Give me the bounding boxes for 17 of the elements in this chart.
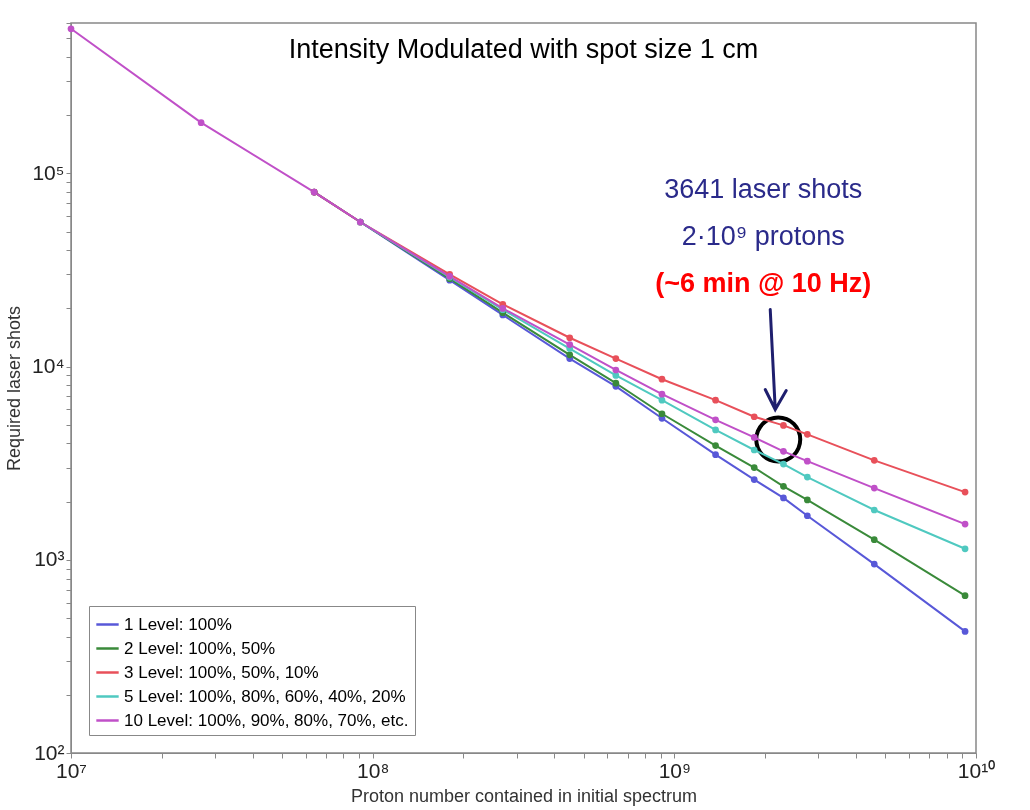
y-tick-label: 10⁴ (32, 354, 65, 378)
x-tick-label: 10⁸ (357, 758, 390, 782)
legend-label: 10 Level: 100%, 90%, 80%, 70%, etc. (124, 710, 409, 730)
x-axis-title: Proton number contained in initial spectrum (350, 785, 698, 806)
x-tick-label: 10¹⁰ (957, 758, 996, 782)
x-tick-label: 10⁹ (658, 758, 692, 782)
chart-title: Intensity Modulated with spot size 1 cm (288, 34, 759, 64)
legend-label: 3 Level: 100%, 50%, 10% (124, 662, 319, 682)
y-tick-label: 10³ (34, 547, 65, 571)
legend-label: 1 Level: 100% (124, 614, 232, 634)
y-axis-title: Required laser shots (4, 305, 25, 472)
annotation: 3641 laser shots (664, 173, 863, 204)
annotation: (~6 min @ 10 Hz) (655, 267, 872, 298)
legend-label: 2 Level: 100%, 50% (124, 638, 276, 658)
annotation: 2·10⁹ protons (681, 220, 845, 251)
y-tick-label: 10⁵ (32, 160, 65, 184)
legend-label: 5 Level: 100%, 80%, 60%, 40%, 20% (124, 686, 406, 706)
